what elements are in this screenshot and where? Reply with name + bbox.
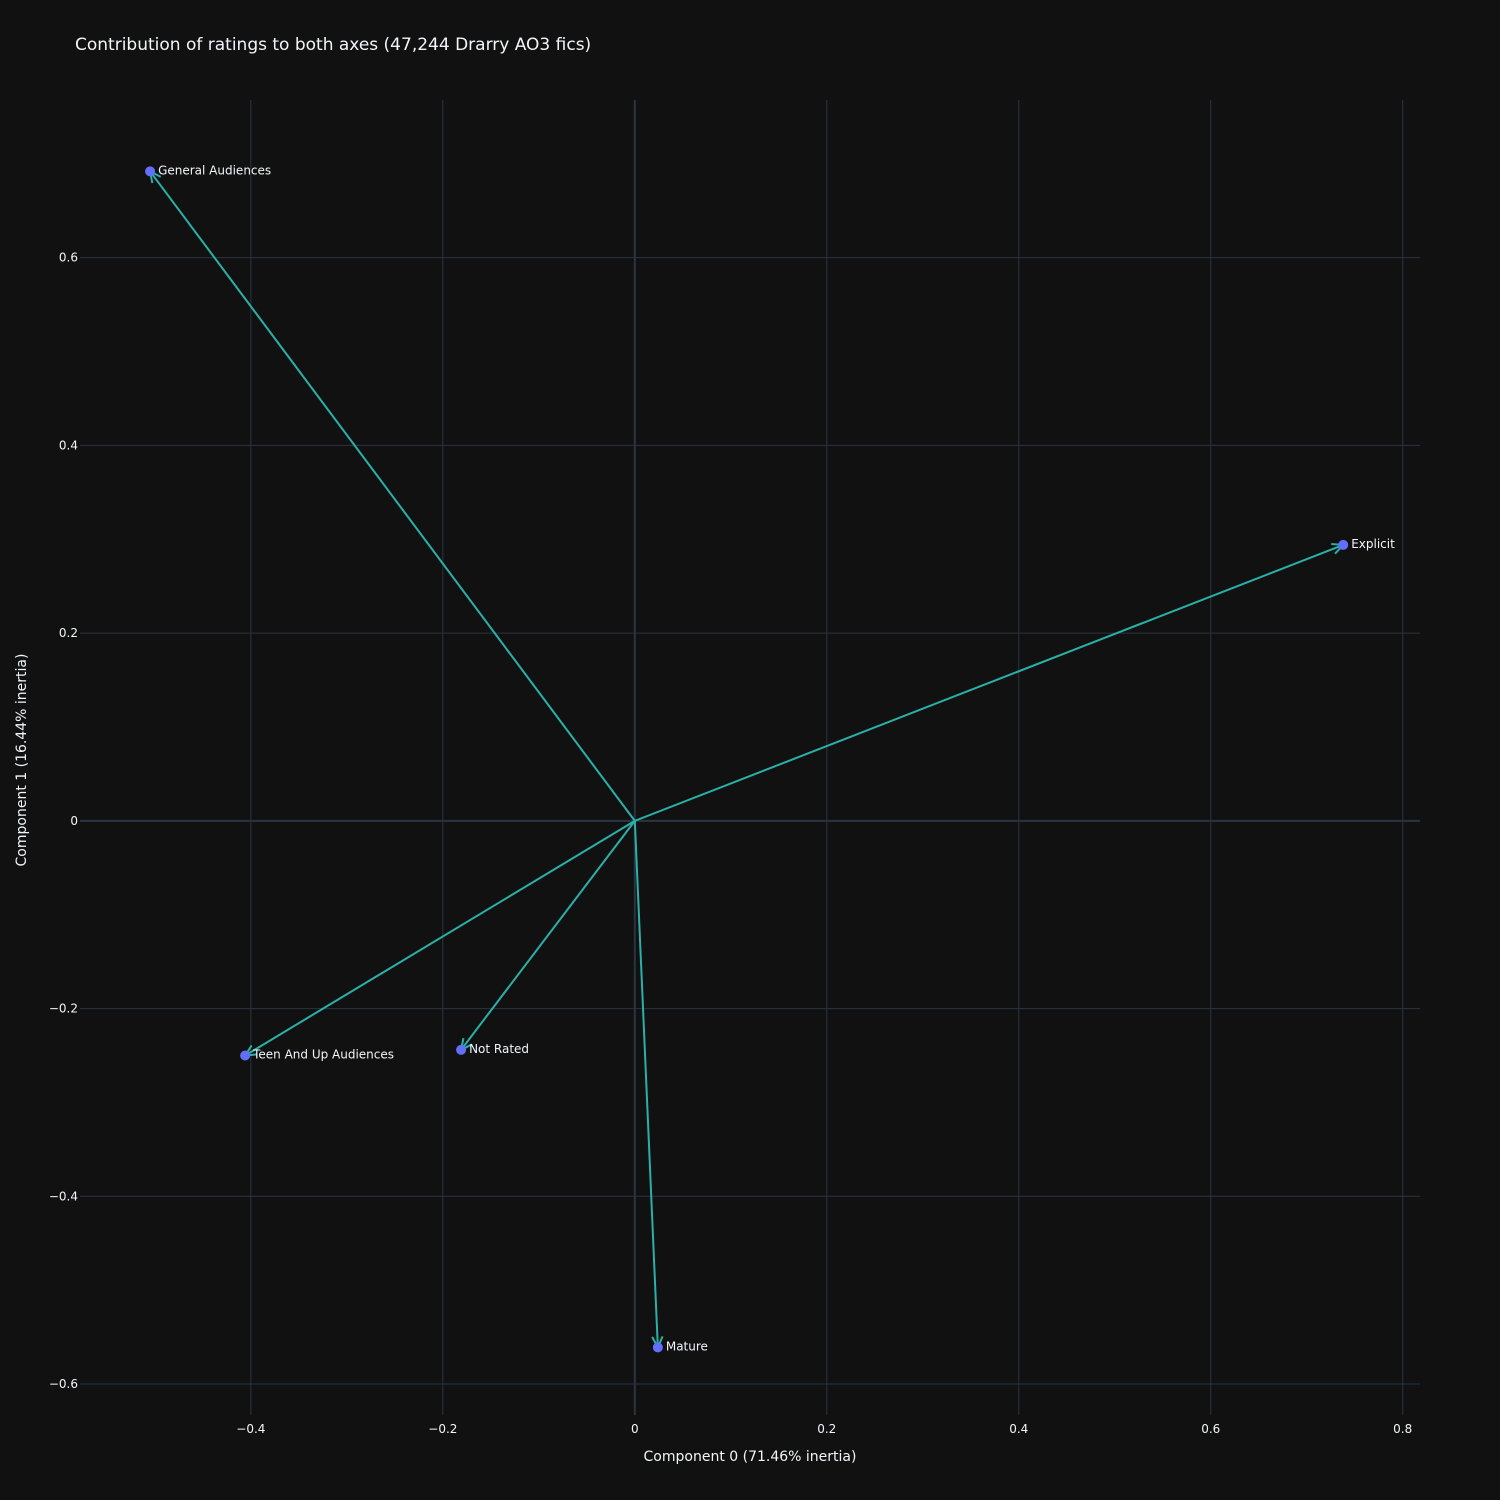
y-tick-label: 0.2 [59,626,78,640]
x-tick-label: 0 [631,1422,639,1436]
x-tick-label: 0.4 [1009,1422,1028,1436]
x-tick-label: 0.6 [1201,1422,1220,1436]
y-axis-title: Component 1 (16.44% inertia) [14,654,30,867]
grid-lines [80,100,1420,1415]
data-point[interactable] [652,1342,663,1353]
point-label: General Audiences [158,163,271,177]
points: General Audiences Explicit Teen And Up Aud… [145,163,1395,1353]
data-point[interactable] [240,1050,251,1061]
y-tick-label: 0 [70,814,78,828]
arrow-line [634,543,1344,822]
data-point[interactable] [456,1044,467,1055]
y-tick-label: 0.6 [59,251,78,265]
y-tick-label: −0.2 [49,1002,78,1016]
point-label: Explicit [1351,537,1395,551]
data-point[interactable] [145,166,156,177]
x-tick-label: 0.2 [817,1422,836,1436]
point-label: Not Rated [469,1042,529,1056]
point-label: Teen And Up Audiences [252,1048,394,1062]
arrow-line [460,820,636,1051]
arrow-line [633,820,659,1348]
x-tick-label: −0.2 [428,1422,457,1436]
chart-title: Contribution of ratings to both axes (47… [75,35,591,55]
tick-labels: −0.4 −0.2 0 0.2 0.4 0.6 0.8 −0.6 −0.4 −0.2 0 0.2 0.4… [49,251,1412,1436]
x-tick-label: 0.8 [1393,1422,1412,1436]
y-tick-label: −0.6 [49,1377,78,1391]
x-axis-title: Component 0 (71.46% inertia) [644,1449,857,1465]
arrows [148,169,1346,1350]
point-label: Mature [666,1339,708,1353]
y-tick-label: −0.4 [49,1189,78,1203]
arrow-line [149,170,636,822]
data-point[interactable] [1338,539,1349,550]
x-tick-label: −0.4 [236,1422,265,1436]
arrow-line [244,819,636,1057]
y-tick-label: 0.4 [59,438,78,452]
